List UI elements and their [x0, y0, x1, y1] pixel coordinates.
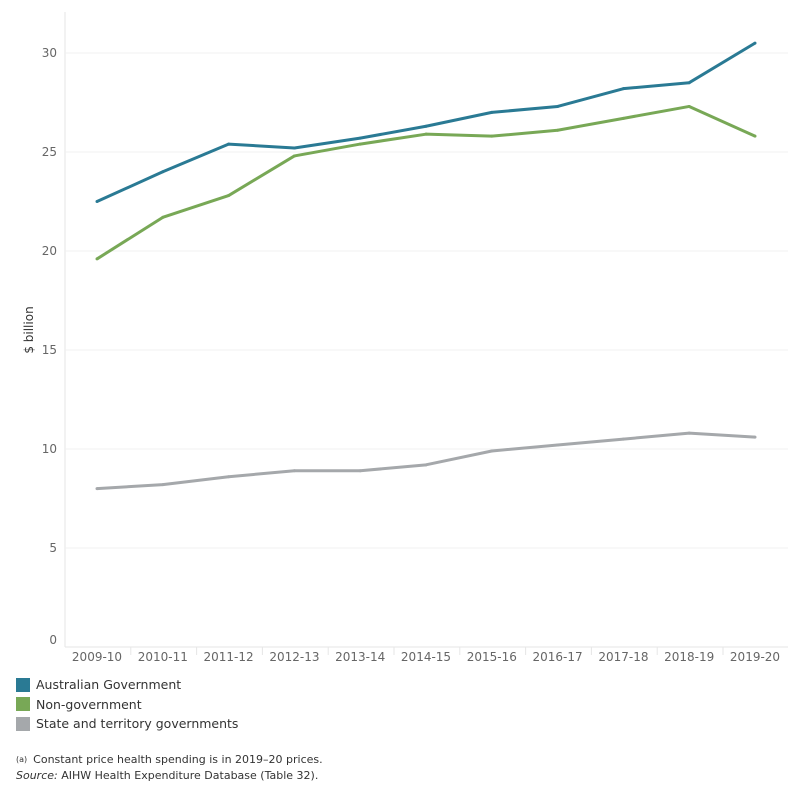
data-point	[292, 469, 296, 473]
y-tick-label: 25	[42, 145, 57, 159]
data-point	[490, 449, 494, 453]
x-tick-label: 2011-12	[204, 650, 254, 664]
data-point	[556, 104, 560, 108]
x-tick-label: 2012-13	[269, 650, 319, 664]
footnote: (a) Constant price health spending is in …	[16, 752, 323, 768]
source-label: Source:	[16, 769, 58, 782]
data-point	[687, 431, 691, 435]
legend-swatch	[16, 677, 30, 692]
data-point	[753, 41, 757, 45]
legend-swatch	[16, 716, 30, 731]
series-line-1	[96, 104, 756, 261]
x-tick-label: 2017-18	[598, 650, 648, 664]
data-point	[424, 132, 428, 136]
data-point	[556, 443, 560, 447]
legend-label: Australian Government	[36, 677, 182, 693]
legend: Australian Government Non-government Sta…	[16, 675, 238, 734]
y-tick-label: 10	[42, 442, 57, 456]
footnote-marker: (a)	[16, 755, 28, 764]
y-axis-label: $ billion	[22, 306, 36, 353]
x-tick-label: 2015-16	[467, 650, 517, 664]
x-tick-label: 2010-11	[138, 650, 188, 664]
source: Source: AIHW Health Expenditure Database…	[16, 768, 323, 784]
legend-swatch	[16, 697, 30, 712]
data-point	[227, 194, 231, 198]
series-line-2	[96, 431, 756, 491]
x-tick-label: 2009-10	[72, 650, 122, 664]
legend-label: Non-government	[36, 696, 142, 712]
series-line-0	[96, 41, 756, 203]
legend-item-australian-government[interactable]: Australian Government	[16, 675, 238, 695]
x-tick-label: 2014-15	[401, 650, 451, 664]
x-tick-label: 2018-19	[664, 650, 714, 664]
y-tick-label: 20	[42, 244, 57, 258]
source-text: AIHW Health Expenditure Database (Table …	[57, 769, 319, 782]
data-point	[292, 146, 296, 150]
line-chart: 0 5 10 15 20 25 30 2009-10 2010-11 2011-12 2012-13…	[22, 12, 788, 664]
data-point	[358, 469, 362, 473]
x-tick-label: 2016-17	[533, 650, 583, 664]
data-point	[95, 257, 99, 261]
y-tick-label: 5	[49, 541, 57, 555]
y-tick-label: 15	[42, 343, 57, 357]
y-tick-label: 30	[42, 46, 57, 60]
data-point	[358, 136, 362, 140]
y-tick-label: 0	[49, 633, 57, 647]
data-point	[424, 124, 428, 128]
data-point	[161, 170, 165, 174]
data-point	[621, 116, 625, 120]
legend-label: State and territory governments	[36, 716, 239, 732]
data-point	[753, 134, 757, 138]
data-point	[161, 215, 165, 219]
data-point	[358, 142, 362, 146]
data-point	[95, 487, 99, 491]
data-point	[95, 200, 99, 203]
data-point	[490, 110, 494, 114]
footnote-text: Constant price health spending is in 201…	[33, 753, 323, 766]
data-point	[227, 475, 231, 479]
x-tick-label: 2019-20	[730, 650, 780, 664]
data-point	[687, 81, 691, 85]
data-point	[161, 483, 165, 487]
data-point	[556, 128, 560, 132]
legend-item-non-government[interactable]: Non-government	[16, 695, 238, 715]
chart-notes: (a) Constant price health spending is in …	[16, 752, 323, 784]
data-point	[292, 154, 296, 158]
x-tick-label: 2013-14	[335, 650, 385, 664]
data-point	[490, 134, 494, 138]
data-point	[621, 87, 625, 91]
data-point	[687, 104, 691, 108]
data-point	[227, 142, 231, 146]
data-point	[621, 437, 625, 441]
legend-item-state-territory[interactable]: State and territory governments	[16, 714, 238, 734]
data-point	[424, 463, 428, 467]
data-point	[753, 435, 757, 439]
